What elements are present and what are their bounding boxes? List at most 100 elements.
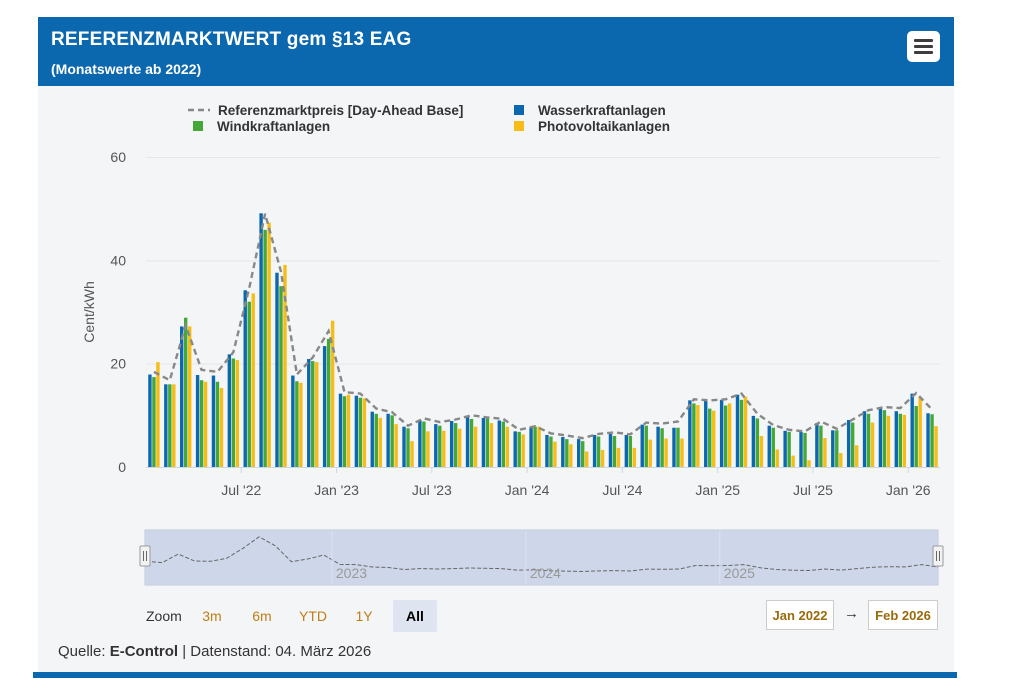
bar-windkraftanlagen-2024-08[interactable] xyxy=(644,425,648,467)
bar-windkraftanlagen-2024-07[interactable] xyxy=(628,436,633,467)
bar-wasserkraftanlagen-2022-07[interactable] xyxy=(243,290,247,467)
bar-wasserkraftanlagen-2025-06[interactable] xyxy=(799,431,803,467)
bar-windkraftanlagen-2025-03[interactable] xyxy=(755,418,760,467)
bar-windkraftanlagen-2024-10[interactable] xyxy=(676,427,680,467)
bar-wasserkraftanlagen-2022-09[interactable] xyxy=(275,272,279,467)
bar-photovoltaikanlagen-2025-04[interactable] xyxy=(775,449,779,467)
bar-wasserkraftanlagen-2025-08[interactable] xyxy=(831,430,835,467)
bar-photovoltaikanlagen-2023-07[interactable] xyxy=(442,430,446,467)
bar-wasserkraftanlagen-2024-03[interactable] xyxy=(561,437,565,467)
bar-wasserkraftanlagen-2022-12[interactable] xyxy=(322,346,327,467)
bar-photovoltaikanlagen-2024-04[interactable] xyxy=(585,451,589,468)
bar-photovoltaikanlagen-2025-11[interactable] xyxy=(886,415,891,467)
bar-photovoltaikanlagen-2022-11[interactable] xyxy=(315,362,319,467)
bar-photovoltaikanlagen-2024-06[interactable] xyxy=(616,447,621,467)
bar-wasserkraftanlagen-2023-11[interactable] xyxy=(497,420,501,468)
bar-photovoltaikanlagen-2023-11[interactable] xyxy=(505,426,509,467)
bar-windkraftanlagen-2025-05[interactable] xyxy=(787,431,791,467)
bar-wasserkraftanlagen-2024-02[interactable] xyxy=(545,434,549,467)
bar-windkraftanlagen-2025-04[interactable] xyxy=(771,427,775,467)
bar-photovoltaikanlagen-2023-09[interactable] xyxy=(473,426,478,467)
bar-wasserkraftanlagen-2024-05[interactable] xyxy=(592,434,597,467)
bar-photovoltaikanlagen-2024-10[interactable] xyxy=(680,438,684,467)
bar-photovoltaikanlagen-2024-09[interactable] xyxy=(664,438,668,467)
bar-wasserkraftanlagen-2026-02[interactable] xyxy=(926,413,930,467)
bar-wasserkraftanlagen-2023-02[interactable] xyxy=(354,395,359,467)
bar-windkraftanlagen-2022-03[interactable] xyxy=(184,317,188,467)
bar-wasserkraftanlagen-2024-10[interactable] xyxy=(672,427,676,467)
bar-windkraftanlagen-2024-04[interactable] xyxy=(581,441,585,467)
bar-windkraftanlagen-2024-01[interactable] xyxy=(533,426,537,467)
bar-windkraftanlagen-2022-04[interactable] xyxy=(199,380,204,467)
bar-wasserkraftanlagen-2024-11[interactable] xyxy=(688,400,692,467)
bar-windkraftanlagen-2022-07[interactable] xyxy=(247,301,251,467)
bar-photovoltaikanlagen-2022-07[interactable] xyxy=(251,293,255,467)
bar-wasserkraftanlagen-2026-01[interactable] xyxy=(910,393,914,467)
bar-wasserkraftanlagen-2023-07[interactable] xyxy=(434,424,438,467)
bar-wasserkraftanlagen-2025-09[interactable] xyxy=(846,419,851,467)
bar-wasserkraftanlagen-2022-05[interactable] xyxy=(211,375,216,467)
bar-wasserkraftanlagen-2022-10[interactable] xyxy=(291,375,295,467)
bar-wasserkraftanlagen-2022-11[interactable] xyxy=(307,359,311,467)
bar-windkraftanlagen-2023-04[interactable] xyxy=(390,415,394,467)
zoom-3m-button[interactable]: 3m xyxy=(202,608,222,624)
bar-photovoltaikanlagen-2025-07[interactable] xyxy=(823,438,827,467)
bar-windkraftanlagen-2026-02[interactable] xyxy=(930,414,934,467)
bar-wasserkraftanlagen-2023-01[interactable] xyxy=(338,393,343,467)
bar-photovoltaikanlagen-2023-04[interactable] xyxy=(394,424,398,467)
bar-photovoltaikanlagen-2024-08[interactable] xyxy=(648,439,652,467)
bar-wasserkraftanlagen-2025-05[interactable] xyxy=(783,430,787,467)
bar-wasserkraftanlagen-2022-06[interactable] xyxy=(227,354,232,467)
bar-windkraftanlagen-2024-11[interactable] xyxy=(692,403,696,467)
bar-windkraftanlagen-2022-08[interactable] xyxy=(263,229,267,467)
bar-windkraftanlagen-2025-10[interactable] xyxy=(866,413,871,467)
bar-wasserkraftanlagen-2023-08[interactable] xyxy=(449,421,454,467)
bar-windkraftanlagen-2023-09[interactable] xyxy=(469,418,474,467)
hamburger-menu-icon[interactable] xyxy=(907,31,940,62)
bar-windkraftanlagen-2022-05[interactable] xyxy=(215,381,220,467)
bar-windkraftanlagen-2024-03[interactable] xyxy=(565,439,569,467)
bar-wasserkraftanlagen-2022-08[interactable] xyxy=(259,213,263,467)
bar-wasserkraftanlagen-2023-06[interactable] xyxy=(418,419,422,467)
bar-photovoltaikanlagen-2025-05[interactable] xyxy=(791,455,795,467)
bar-photovoltaikanlagen-2023-06[interactable] xyxy=(426,431,430,467)
bar-wasserkraftanlagen-2023-12[interactable] xyxy=(513,431,517,467)
bar-photovoltaikanlagen-2024-07[interactable] xyxy=(632,447,637,467)
bar-photovoltaikanlagen-2022-03[interactable] xyxy=(188,326,192,467)
range-from-input[interactable]: Jan 2022 xyxy=(766,600,834,630)
bar-photovoltaikanlagen-2025-12[interactable] xyxy=(902,414,906,467)
bar-photovoltaikanlagen-2024-11[interactable] xyxy=(696,405,700,467)
bar-windkraftanlagen-2023-02[interactable] xyxy=(358,397,363,467)
bar-wasserkraftanlagen-2024-12[interactable] xyxy=(704,400,708,467)
bar-wasserkraftanlagen-2023-03[interactable] xyxy=(370,411,374,467)
bar-photovoltaikanlagen-2025-02[interactable] xyxy=(743,396,748,467)
bar-wasserkraftanlagen-2022-03[interactable] xyxy=(180,326,184,467)
bar-windkraftanlagen-2024-02[interactable] xyxy=(549,436,553,467)
bar-wasserkraftanlagen-2025-10[interactable] xyxy=(862,411,867,467)
bar-wasserkraftanlagen-2024-08[interactable] xyxy=(640,424,644,467)
bar-windkraftanlagen-2024-09[interactable] xyxy=(660,428,664,467)
bar-photovoltaikanlagen-2025-01[interactable] xyxy=(727,403,732,467)
bar-wasserkraftanlagen-2025-01[interactable] xyxy=(719,399,724,467)
bar-windkraftanlagen-2025-09[interactable] xyxy=(850,422,855,467)
bar-windkraftanlagen-2025-02[interactable] xyxy=(739,399,744,467)
bar-photovoltaikanlagen-2022-02[interactable] xyxy=(172,384,176,467)
bar-wasserkraftanlagen-2025-02[interactable] xyxy=(735,394,740,467)
bar-windkraftanlagen-2022-01[interactable] xyxy=(152,377,156,467)
bar-photovoltaikanlagen-2022-04[interactable] xyxy=(203,381,208,467)
bar-windkraftanlagen-2025-11[interactable] xyxy=(882,410,887,467)
bar-windkraftanlagen-2023-05[interactable] xyxy=(406,428,410,467)
bar-photovoltaikanlagen-2022-01[interactable] xyxy=(156,362,160,467)
bar-wasserkraftanlagen-2024-06[interactable] xyxy=(608,433,613,467)
bar-wasserkraftanlagen-2022-02[interactable] xyxy=(164,384,168,467)
bar-photovoltaikanlagen-2024-12[interactable] xyxy=(712,410,716,467)
bar-windkraftanlagen-2025-12[interactable] xyxy=(898,413,902,467)
bar-photovoltaikanlagen-2025-09[interactable] xyxy=(854,445,859,467)
bar-windkraftanlagen-2022-09[interactable] xyxy=(279,286,283,467)
bar-windkraftanlagen-2022-11[interactable] xyxy=(311,361,315,467)
bar-windkraftanlagen-2023-12[interactable] xyxy=(517,431,521,467)
bar-windkraftanlagen-2023-01[interactable] xyxy=(342,396,347,467)
zoom-ytd-button[interactable]: YTD xyxy=(299,608,327,624)
bar-photovoltaikanlagen-2025-08[interactable] xyxy=(839,453,843,467)
bar-photovoltaikanlagen-2023-08[interactable] xyxy=(457,428,462,467)
